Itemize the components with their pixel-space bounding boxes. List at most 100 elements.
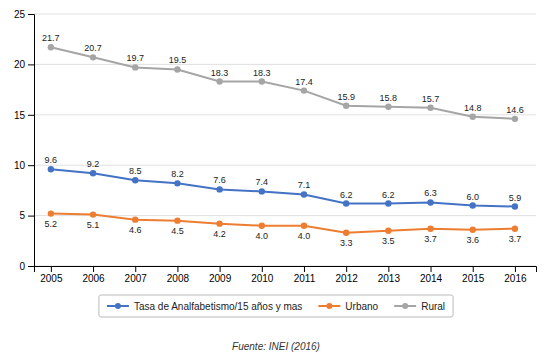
series-point bbox=[132, 216, 138, 222]
data-label: 7.6 bbox=[213, 175, 226, 185]
series-point bbox=[259, 188, 265, 194]
series-point bbox=[470, 227, 476, 233]
x-tick-label: 2007 bbox=[125, 273, 148, 284]
data-label: 18.3 bbox=[211, 68, 229, 78]
series-point bbox=[301, 191, 307, 197]
y-tick: 15 bbox=[14, 110, 34, 121]
series-point bbox=[385, 228, 391, 234]
legend-marker bbox=[402, 303, 408, 309]
x-tick: 2010 bbox=[251, 266, 274, 284]
series-point bbox=[174, 180, 180, 186]
x-tick-mark bbox=[51, 266, 52, 272]
series-line bbox=[51, 169, 515, 206]
series-point bbox=[48, 210, 54, 216]
series-point bbox=[427, 226, 433, 232]
y-axis-line bbox=[28, 15, 35, 267]
data-label: 6.2 bbox=[382, 190, 395, 200]
data-label: 14.8 bbox=[464, 103, 482, 113]
series-point bbox=[174, 217, 180, 223]
marks bbox=[48, 44, 518, 236]
y-tick-mark bbox=[28, 266, 34, 267]
series-point bbox=[301, 87, 307, 93]
series-point bbox=[90, 54, 96, 60]
x-tick-mark bbox=[262, 266, 263, 272]
chart: 2005200620072008200920102011201220132014… bbox=[0, 0, 552, 358]
x-tick-label: 2011 bbox=[294, 273, 316, 284]
y-tick-label: 25 bbox=[14, 9, 26, 20]
series-point bbox=[90, 170, 96, 176]
x-tick-label: 2008 bbox=[167, 273, 190, 284]
data-label: 14.6 bbox=[506, 105, 524, 115]
data-label: 20.7 bbox=[84, 43, 102, 53]
x-tick-mark bbox=[346, 266, 347, 272]
series-point bbox=[259, 78, 265, 84]
y-tick-mark bbox=[28, 115, 34, 116]
x-tick-mark bbox=[431, 266, 432, 272]
grid-line bbox=[34, 14, 536, 15]
series-point bbox=[343, 230, 349, 236]
legend-label: Tasa de Analfabetismo/15 años y mas bbox=[134, 301, 302, 312]
x-tick-label: 2015 bbox=[462, 273, 485, 284]
legend-item: Rural bbox=[394, 301, 445, 312]
data-label: 15.7 bbox=[422, 94, 440, 104]
x-axis-line bbox=[35, 267, 537, 273]
y-tick: 10 bbox=[14, 160, 34, 171]
data-label: 3.6 bbox=[466, 235, 479, 245]
data-labels: 9.69.28.58.27.67.47.16.26.26.36.05.95.25… bbox=[42, 33, 524, 247]
y-tick: 5 bbox=[19, 210, 34, 221]
y-tick: 25 bbox=[14, 9, 34, 20]
grid-line bbox=[34, 64, 536, 65]
x-tick-mark bbox=[220, 266, 221, 272]
data-label: 4.6 bbox=[129, 225, 142, 235]
series-point bbox=[427, 199, 433, 205]
grid-line bbox=[34, 165, 536, 166]
x-tick: 2016 bbox=[504, 266, 527, 284]
data-label: 7.1 bbox=[298, 180, 311, 190]
x-tick: 2015 bbox=[462, 266, 485, 284]
data-label: 6.3 bbox=[424, 188, 437, 198]
x-tick: 2011 bbox=[294, 266, 316, 284]
data-label: 19.7 bbox=[126, 53, 144, 63]
legend-marker bbox=[115, 303, 121, 309]
x-tick-mark bbox=[473, 266, 474, 272]
x-tick-label: 2013 bbox=[378, 273, 401, 284]
data-label: 4.0 bbox=[256, 231, 269, 241]
data-label: 3.7 bbox=[424, 234, 437, 244]
x-tick-mark bbox=[515, 266, 516, 272]
x-tick-label: 2012 bbox=[336, 273, 359, 284]
data-label: 15.9 bbox=[337, 92, 355, 102]
x-tick-label: 2016 bbox=[504, 273, 527, 284]
legend: Tasa de Analfabetismo/15 años y mas Urban… bbox=[99, 295, 453, 317]
y-tick-label: 5 bbox=[19, 210, 25, 221]
x-tick-mark bbox=[304, 266, 305, 272]
source-note: Fuente: INEI (2016) bbox=[232, 341, 320, 352]
x-tick-label: 2010 bbox=[251, 273, 274, 284]
series-point bbox=[343, 200, 349, 206]
series-point bbox=[512, 116, 518, 122]
grid bbox=[34, 14, 536, 266]
legend-label: Urbano bbox=[345, 301, 378, 312]
legend-item: Tasa de Analfabetismo/15 años y mas bbox=[107, 301, 302, 312]
y-tick: 0 bbox=[19, 261, 34, 272]
series-point bbox=[216, 186, 222, 192]
data-label: 18.3 bbox=[253, 68, 271, 78]
legend-box bbox=[99, 295, 453, 317]
y-tick-label: 20 bbox=[14, 59, 26, 70]
x-tick: 2014 bbox=[420, 266, 443, 284]
series-line bbox=[51, 47, 515, 119]
series-point bbox=[385, 200, 391, 206]
legend-label: Rural bbox=[421, 301, 445, 312]
series-point bbox=[132, 64, 138, 70]
data-label: 3.5 bbox=[382, 236, 395, 246]
data-label: 3.3 bbox=[340, 238, 353, 248]
y-tick-mark bbox=[28, 64, 34, 65]
x-tick-label: 2009 bbox=[209, 273, 232, 284]
x-tick-label: 2014 bbox=[420, 273, 443, 284]
x-tick-label: 2005 bbox=[40, 273, 63, 284]
series-point bbox=[90, 211, 96, 217]
x-tick-label: 2006 bbox=[82, 273, 105, 284]
series-point bbox=[301, 222, 307, 228]
legend-marker bbox=[326, 303, 332, 309]
data-label: 7.4 bbox=[256, 177, 269, 187]
y-tick-label: 10 bbox=[14, 160, 26, 171]
